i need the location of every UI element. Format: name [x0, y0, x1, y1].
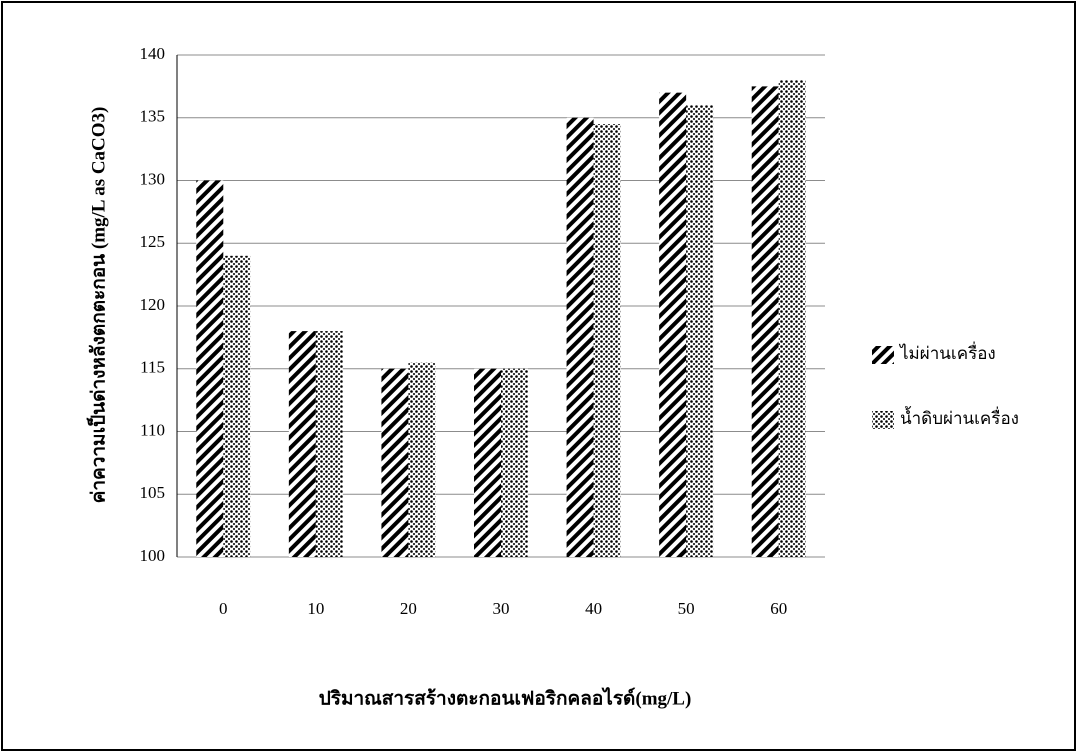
bar — [223, 255, 251, 558]
bar — [288, 331, 316, 557]
x-tick-label: 40 — [585, 599, 602, 618]
y-tick-label: 115 — [140, 358, 165, 377]
y-tick-label: 120 — [140, 295, 166, 314]
y-tick-label: 130 — [140, 169, 166, 188]
x-tick-label: 30 — [493, 599, 510, 618]
y-tick-label: 135 — [140, 107, 166, 126]
y-tick-label: 110 — [140, 420, 165, 439]
legend-swatch — [872, 346, 894, 364]
bar — [196, 180, 224, 557]
y-tick-label: 125 — [140, 232, 166, 251]
x-tick-label: 60 — [770, 599, 787, 618]
legend-label: ไม่ผ่านเครื่อง — [898, 341, 996, 363]
bar — [751, 86, 779, 557]
bar — [381, 368, 409, 557]
legend-swatch — [872, 411, 894, 429]
bar — [566, 117, 594, 557]
bar — [408, 362, 436, 557]
y-axis-title: ค่าความเป็นด่างหลังตกตะกอน (mg/L as CaCO… — [85, 107, 109, 504]
legend-label: น้ำดิบผ่านเครื่อง — [900, 406, 1019, 428]
x-tick-label: 50 — [678, 599, 695, 618]
y-tick-label: 105 — [140, 483, 166, 502]
bar — [474, 368, 501, 557]
y-tick-label: 140 — [140, 44, 166, 63]
bar — [593, 124, 621, 558]
bar — [778, 80, 806, 557]
bar — [686, 105, 714, 557]
x-tick-label: 20 — [400, 599, 417, 618]
y-tick-label: 100 — [140, 546, 166, 565]
x-axis-title: ปริมาณสารสร้างตะกอนเฟอริกคลอไรด์(mg/L) — [319, 686, 692, 709]
x-tick-label: 10 — [307, 599, 324, 618]
bar — [315, 331, 343, 557]
bar — [501, 368, 528, 557]
x-tick-label: 0 — [219, 599, 228, 618]
bar — [659, 92, 687, 558]
